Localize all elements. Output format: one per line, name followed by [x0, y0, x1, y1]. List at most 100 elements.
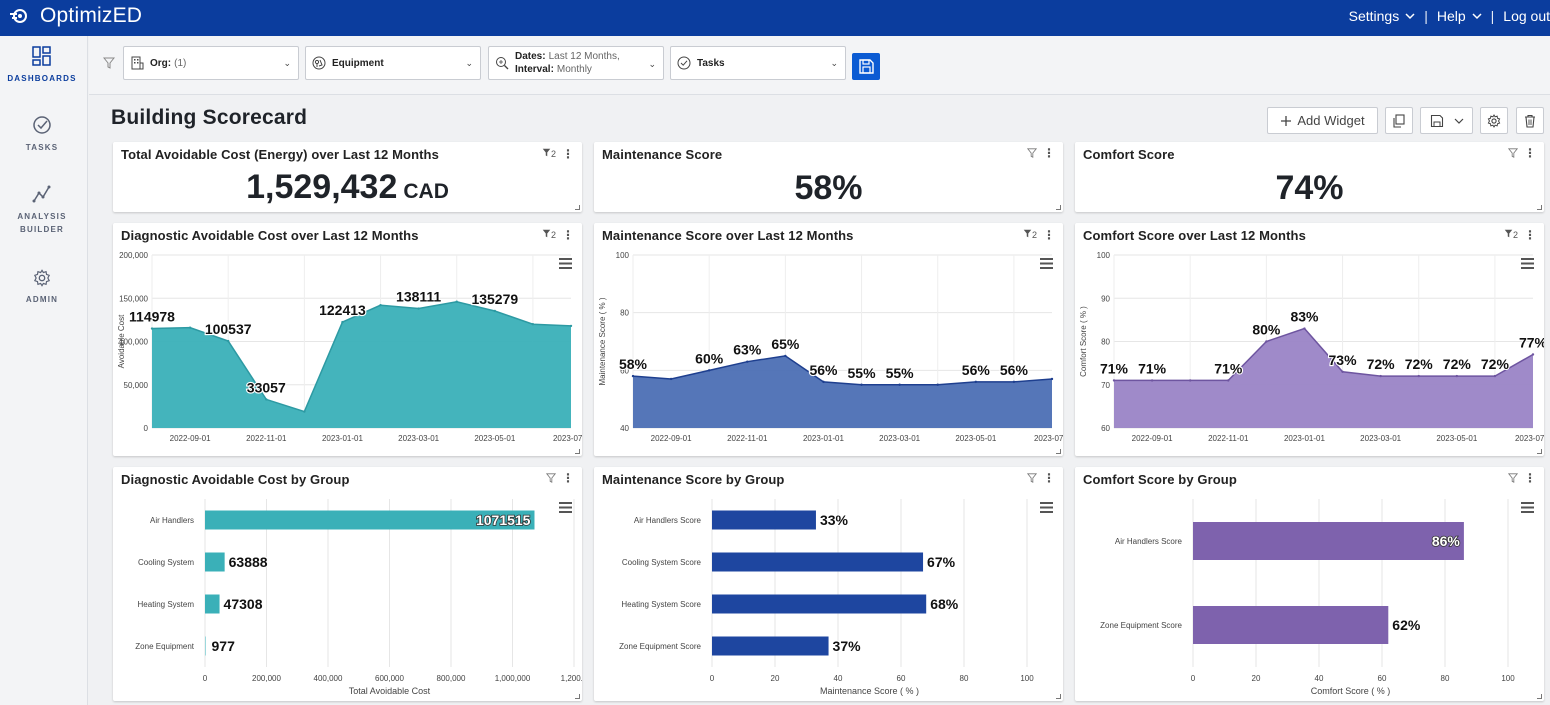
x-tick-label: 2022-09-01	[170, 434, 211, 443]
resize-handle[interactable]	[1056, 205, 1061, 210]
resize-handle[interactable]	[1537, 694, 1542, 699]
add-widget-button[interactable]: Add Widget	[1267, 107, 1378, 134]
data-point	[707, 369, 711, 372]
dashboard-settings-button[interactable]	[1480, 107, 1508, 134]
filter-icon	[1504, 229, 1513, 238]
data-point	[898, 383, 901, 386]
widget-comfort-over-time: Comfort Score over Last 12 Months 2 ⋮ 60…	[1075, 223, 1544, 456]
data-point	[1227, 379, 1230, 382]
more-options-icon[interactable]: ⋮	[1043, 471, 1055, 485]
widget-title: Maintenance Score	[602, 147, 723, 162]
widget-maintenance-by-group: Maintenance Score by Group ⋮ 0 20 40 60 80 10…	[594, 467, 1063, 701]
resize-handle[interactable]	[1056, 449, 1061, 454]
brand[interactable]: OptimizED	[9, 4, 142, 28]
data-label: 65%	[771, 336, 800, 352]
equipment-filter[interactable]: Equipment ⌄	[305, 46, 481, 80]
duplicate-button[interactable]	[1385, 107, 1413, 134]
data-label: 83%	[1290, 309, 1319, 325]
more-options-icon[interactable]: ⋮	[562, 227, 574, 242]
x-tick-label: 100	[1501, 674, 1515, 683]
category-label: Heating System	[138, 600, 195, 609]
resize-handle[interactable]	[1056, 694, 1061, 699]
settings-menu[interactable]: Settings	[1340, 8, 1425, 24]
area-series-line	[632, 355, 1053, 386]
resize-handle[interactable]	[575, 205, 580, 210]
widget-filter-badge[interactable]: 2	[542, 148, 556, 159]
sidebar-item-dashboards[interactable]: DASHBOARDS	[0, 46, 84, 85]
x-tick-label: 2022-09-01	[1132, 434, 1173, 443]
plus-icon	[1281, 115, 1292, 126]
resize-handle[interactable]	[1537, 205, 1542, 210]
tasks-filter[interactable]: Tasks ⌄	[670, 46, 846, 80]
dates-filter[interactable]: Dates: Last 12 Months, Interval: Monthly ⌄	[488, 46, 664, 80]
chart-menu-icon-bar	[1040, 506, 1053, 509]
filter-icon[interactable]	[1027, 473, 1037, 483]
resize-handle[interactable]	[575, 694, 580, 699]
filter-icon	[1023, 229, 1032, 238]
nav-separator: |	[1490, 8, 1495, 24]
x-tick-label: 2023-01-01	[803, 434, 844, 443]
filter-icon[interactable]	[1027, 148, 1037, 158]
data-label: 138111	[396, 289, 441, 305]
resize-handle[interactable]	[1537, 449, 1542, 454]
logout-link[interactable]: Log out	[1494, 8, 1550, 24]
filter-icon[interactable]	[1508, 148, 1518, 158]
data-point	[1341, 370, 1344, 373]
more-options-icon[interactable]: ⋮	[1043, 146, 1055, 160]
y-tick-label: 50,000	[124, 381, 149, 390]
delete-dashboard-button[interactable]	[1516, 107, 1544, 134]
data-point	[1379, 374, 1382, 378]
filter-icon[interactable]	[546, 473, 556, 483]
widget-filter-badge[interactable]: 2	[1504, 229, 1518, 240]
widget-filter-badge[interactable]: 2	[542, 229, 556, 240]
data-label: 977	[212, 638, 236, 654]
chart-menu-icon-bar	[559, 267, 572, 269]
x-tick-label: 2022-11-01	[246, 434, 287, 443]
y-tick-label: 100,000	[119, 338, 148, 347]
more-options-icon[interactable]: ⋮	[1524, 471, 1536, 485]
widget-filter-badge[interactable]: 2	[1023, 229, 1037, 240]
filter-count: 2	[1031, 230, 1037, 240]
bar	[712, 552, 924, 572]
more-options-icon[interactable]: ⋮	[1524, 146, 1536, 160]
widget-total-avoidable-cost: Total Avoidable Cost (Energy) over Last …	[113, 142, 582, 212]
y-tick-label: 0	[144, 424, 149, 433]
org-filter[interactable]: Org: (1) ⌄	[123, 46, 299, 80]
widget-tools: 2 ⋮	[542, 227, 574, 242]
sidebar-label-line1: ANALYSIS	[17, 212, 67, 221]
more-options-icon[interactable]: ⋮	[1043, 227, 1055, 242]
save-filters-button[interactable]	[852, 53, 880, 80]
org-filter-label: Org:	[150, 57, 172, 69]
help-menu[interactable]: Help	[1428, 8, 1491, 24]
filter-icon[interactable]	[103, 57, 115, 69]
x-tick-label: 1,000,000	[495, 674, 531, 683]
more-options-icon[interactable]: ⋮	[562, 471, 574, 485]
y-tick-label: 60	[1101, 424, 1110, 433]
chevron-down-icon[interactable]	[1454, 117, 1464, 125]
data-label: 56%	[1000, 362, 1029, 378]
category-label: Cooling System Score	[622, 558, 702, 567]
equipment-filter-label: Equipment	[332, 57, 384, 69]
more-options-icon[interactable]: ⋮	[562, 146, 574, 161]
y-tick-label: 100	[1097, 251, 1111, 260]
resize-handle[interactable]	[575, 449, 580, 454]
chart-comfort-over-time: 60 70 80 90 100 2022-09-01 2022-11-01 2023-01-0…	[1079, 251, 1544, 443]
data-label: 122413	[319, 302, 366, 318]
page-title: Building Scorecard	[111, 106, 308, 129]
y-tick-label: 40	[620, 424, 629, 433]
sidebar-item-analysis-builder[interactable]: ANALYSIS BUILDER	[0, 184, 84, 236]
widget-title: Comfort Score by Group	[1083, 472, 1237, 487]
filter-icon[interactable]	[1508, 473, 1518, 483]
widget-comfort-score: Comfort Score ⋮ 74%	[1075, 142, 1544, 212]
widget-title: Maintenance Score over Last 12 Months	[602, 228, 854, 243]
x-axis-label: Comfort Score ( % )	[1311, 686, 1391, 696]
widget-maintenance-over-time: Maintenance Score over Last 12 Months 2 …	[594, 223, 1063, 456]
optimized-logo-icon	[10, 9, 27, 23]
sidebar-item-admin[interactable]: ADMIN	[0, 269, 84, 306]
save-dashboard-button[interactable]	[1420, 107, 1473, 134]
sidebar-item-tasks[interactable]: TASKS	[0, 115, 84, 154]
filter-count: 2	[550, 149, 556, 159]
more-options-icon[interactable]: ⋮	[1524, 227, 1536, 242]
bar	[1193, 606, 1389, 644]
data-label: 63%	[733, 342, 762, 358]
